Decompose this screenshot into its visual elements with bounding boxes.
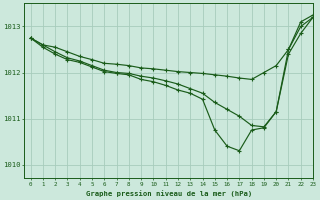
X-axis label: Graphe pression niveau de la mer (hPa): Graphe pression niveau de la mer (hPa) — [86, 190, 252, 197]
